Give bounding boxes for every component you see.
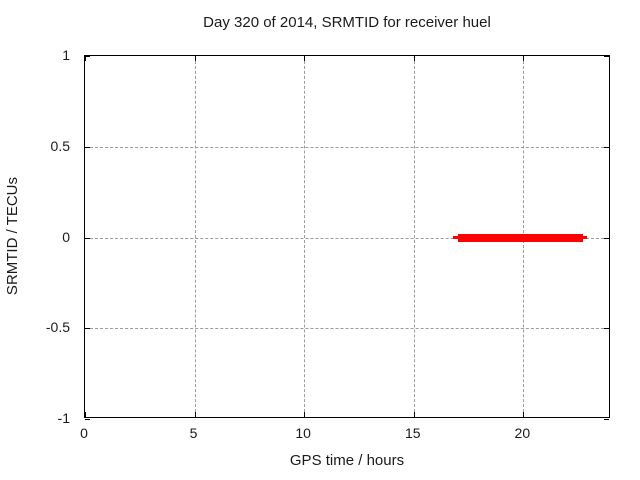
x-tick-mark-bottom <box>194 412 196 417</box>
x-tick-mark-top <box>304 56 306 61</box>
x-tick-mark-top <box>194 56 196 61</box>
x-tick-label: 20 <box>514 425 531 441</box>
y-tick-mark-right <box>604 146 609 148</box>
y-tick-mark-left <box>85 328 90 330</box>
x-tick-mark-top <box>523 56 525 61</box>
x-tick-mark-top <box>413 56 415 61</box>
x-axis-label: GPS time / hours <box>289 452 405 469</box>
y-tick-mark-right <box>604 419 609 420</box>
y-tick-label: 1 <box>62 47 70 63</box>
y-tick-label: -1 <box>57 410 70 426</box>
x-tick-label: 10 <box>295 425 311 441</box>
x-tick-mark-bottom <box>304 412 306 417</box>
series-line-thick <box>457 233 583 242</box>
grid-line-vertical <box>413 56 415 417</box>
grid-line-vertical <box>194 56 196 417</box>
x-tick-label: 0 <box>80 425 88 441</box>
x-tick-label: 5 <box>189 425 198 441</box>
plot-area <box>84 55 610 420</box>
grid-line-horizontal <box>85 237 609 239</box>
chart-title: Day 320 of 2014, SRMTID for receiver hue… <box>203 14 491 31</box>
y-tick-label: 0.5 <box>50 137 70 154</box>
grid-line-horizontal <box>85 146 609 148</box>
x-tick-mark-bottom <box>413 412 415 417</box>
y-tick-mark-left <box>85 419 90 420</box>
grid-line-vertical <box>304 56 306 417</box>
y-tick-mark-right <box>604 237 609 239</box>
y-tick-mark-left <box>85 237 90 239</box>
x-tick-mark-bottom <box>523 412 525 417</box>
grid-line-horizontal <box>85 328 609 330</box>
x-tick-label: 15 <box>404 425 421 441</box>
x-tick-mark-top <box>85 56 86 61</box>
y-tick-mark-left <box>85 56 90 57</box>
y-tick-mark-left <box>85 146 90 148</box>
x-tick-mark-bottom <box>85 412 86 417</box>
y-tick-mark-right <box>604 328 609 330</box>
y-tick-mark-right <box>604 56 609 57</box>
y-tick-label: -0.5 <box>45 319 70 336</box>
y-tick-label: 0 <box>62 228 70 245</box>
